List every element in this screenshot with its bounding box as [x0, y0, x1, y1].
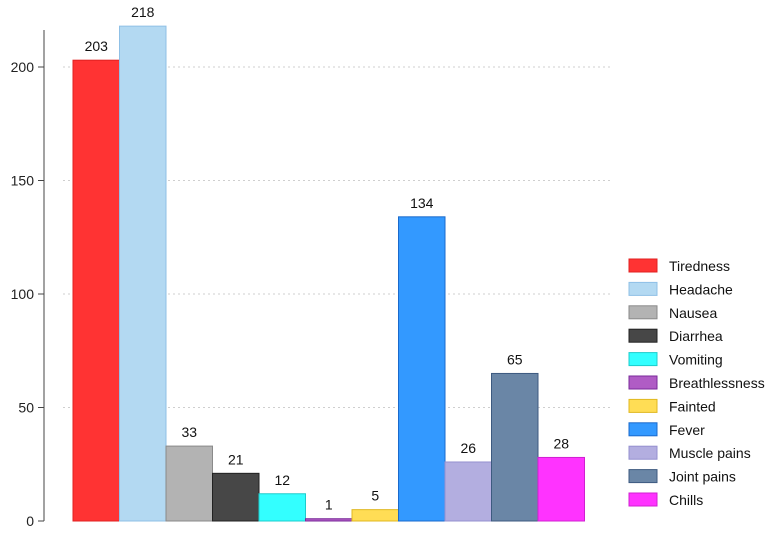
data-label-fever: 134	[410, 195, 434, 211]
bar-fever	[398, 216, 446, 522]
legend-swatch-tiredness	[628, 258, 658, 273]
data-label-nausea: 33	[181, 424, 197, 440]
legend: Tiredness Headache Nausea Diarrhea Vomiting B…	[628, 258, 765, 508]
legend-swatch-fever	[628, 422, 658, 437]
y-tick-label-0: 0	[26, 513, 34, 529]
bar-diarrhea	[212, 472, 260, 522]
data-label-tiredness: 203	[85, 38, 109, 54]
data-label-chills: 28	[553, 435, 569, 451]
legend-swatch-vomiting	[628, 352, 658, 367]
data-labels: 203 218 33 21 12 1 5 134 26 65 28	[85, 4, 570, 513]
data-label-fainted: 5	[371, 488, 379, 504]
legend-label-diarrhea: Diarrhea	[669, 328, 723, 344]
legend-swatch-fainted	[628, 398, 658, 413]
legend-swatch-joint-pains	[628, 469, 658, 484]
data-label-muscle-pains: 26	[460, 440, 476, 456]
y-tick-label-50: 50	[18, 400, 34, 416]
data-label-breathlessness: 1	[325, 497, 333, 513]
y-tick-label-200: 200	[11, 59, 35, 75]
legend-label-joint-pains: Joint pains	[669, 469, 736, 485]
data-label-vomiting: 12	[274, 472, 290, 488]
legend-swatch-headache	[628, 281, 658, 296]
bar-joint-pains	[491, 372, 539, 522]
legend-label-tiredness: Tiredness	[669, 258, 730, 274]
legend-label-headache: Headache	[669, 281, 733, 297]
legend-swatch-nausea	[628, 305, 658, 320]
data-label-headache: 218	[131, 4, 155, 20]
legend-label-breathlessness: Breathlessness	[669, 375, 765, 391]
bar-fainted	[351, 509, 399, 522]
y-tick-label-100: 100	[11, 286, 35, 302]
y-tick-label-150: 150	[11, 173, 35, 189]
bar-chills	[537, 456, 585, 522]
bar-headache	[119, 25, 167, 522]
bar-muscle-pains	[444, 461, 492, 522]
bar-vomiting	[258, 493, 306, 522]
data-label-diarrhea: 21	[228, 451, 244, 467]
y-axis-ticks: 0 50 100 150 200	[11, 59, 44, 529]
legend-swatch-breathlessness	[628, 375, 658, 390]
legend-label-fever: Fever	[669, 422, 705, 438]
legend-swatch-muscle-pains	[628, 445, 658, 460]
bars	[72, 25, 585, 522]
legend-label-nausea: Nausea	[669, 305, 717, 321]
legend-label-muscle-pains: Muscle pains	[669, 445, 751, 461]
legend-label-fainted: Fainted	[669, 398, 716, 414]
legend-label-chills: Chills	[669, 492, 703, 508]
legend-label-vomiting: Vomiting	[669, 352, 723, 368]
legend-swatch-diarrhea	[628, 328, 658, 343]
bar-tiredness	[72, 59, 120, 522]
legend-swatch-chills	[628, 492, 658, 507]
data-label-joint-pains: 65	[507, 351, 523, 367]
bar-breathlessness	[305, 518, 353, 522]
bar-nausea	[165, 445, 213, 522]
